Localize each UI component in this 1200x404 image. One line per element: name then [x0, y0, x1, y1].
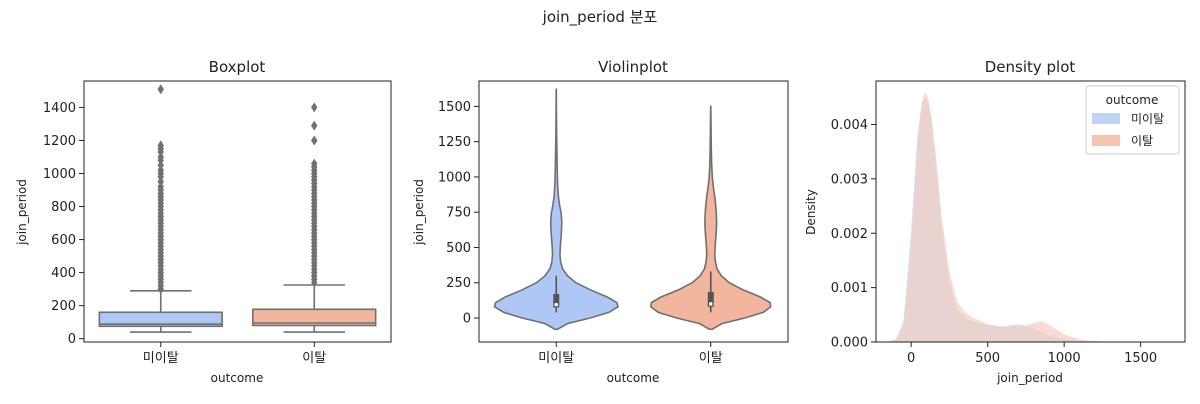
boxplot-panel: Boxplot outcome join_period 0 200 400 600 80… — [15, 58, 392, 385]
boxplot-ytick-label: 1200 — [43, 134, 76, 149]
violinplot-ytick-label: 1500 — [438, 100, 471, 115]
violin-body — [649, 105, 772, 331]
violinplot-ytick-label: 1000 — [438, 170, 471, 185]
density-xtick-label: 1000 — [1048, 351, 1081, 366]
violinplot-panel: Violinplot outcome join_period 0 250 500 75… — [412, 58, 789, 385]
boxplot-outlier — [311, 135, 318, 146]
legend-label-non-churn: 미이탈 — [1131, 112, 1164, 126]
boxplot-ytick-label: 1000 — [43, 167, 76, 182]
density-ytick-label: 0.001 — [831, 281, 868, 296]
density-frame — [875, 80, 1186, 343]
boxplot-ytick-label: 400 — [51, 266, 76, 281]
violinplot-xtick-label: 이탈 — [699, 351, 723, 366]
boxplot-outlier — [311, 120, 318, 131]
density-panel: Density plot join_period Density 0 500 100… — [804, 58, 1186, 385]
boxplot-frame — [83, 80, 392, 343]
boxplot-ytick-label: 800 — [51, 200, 76, 215]
violinplot-ytick-label: 500 — [446, 241, 471, 256]
boxplot-outlier — [157, 84, 164, 95]
legend: outcome 미이탈 이탈 — [1085, 85, 1180, 155]
boxplot-xlabel: outcome — [211, 371, 264, 385]
legend-label-churn: 이탈 — [1131, 134, 1153, 148]
boxplot-title: Boxplot — [209, 58, 266, 76]
density-xtick-label: 1500 — [1124, 351, 1157, 366]
boxplot-box — [98, 311, 223, 328]
violinplot-ytick-label: 750 — [446, 206, 471, 221]
violin-median — [554, 302, 559, 307]
density-ytick-label: 0.004 — [831, 118, 868, 133]
legend-title: outcome — [1106, 93, 1159, 107]
boxplot-ylabel: join_period — [15, 179, 29, 246]
violinplot-title: Violinplot — [598, 58, 668, 76]
boxplot-ytick-label: 1400 — [43, 101, 76, 116]
violinplot-xtick-label: 미이탈 — [538, 351, 574, 366]
boxplot-ytick-label: 200 — [51, 299, 76, 314]
violin-median — [708, 302, 713, 306]
density-area-churn — [888, 91, 1111, 342]
boxplot-outlier — [311, 102, 318, 113]
density-ytick-label: 0.000 — [831, 336, 868, 351]
density-title: Density plot — [985, 58, 1076, 76]
violin-body — [493, 88, 619, 331]
boxplot-box — [252, 308, 377, 327]
boxplot-xtick-label: 이탈 — [302, 351, 326, 366]
violin-iqr-box — [553, 294, 560, 308]
boxplot-ytick-label: 600 — [51, 233, 76, 248]
figure-title: join_period 분포 — [542, 8, 658, 27]
boxplot-outlier — [311, 158, 318, 169]
legend-swatch-non-churn — [1092, 113, 1120, 124]
density-xtick-label: 500 — [975, 351, 1000, 366]
legend-swatch-churn — [1092, 135, 1120, 146]
density-ytick-label: 0.002 — [831, 227, 868, 242]
violinplot-ylabel: join_period — [412, 179, 426, 246]
violin-iqr-box — [707, 291, 714, 307]
boxplot-outlier — [157, 140, 164, 151]
violinplot-ytick-label: 0 — [463, 312, 471, 327]
violinplot-ytick-label: 250 — [446, 276, 471, 291]
density-ylabel: Density — [804, 189, 818, 235]
density-xlabel: join_period — [996, 371, 1063, 385]
density-xtick-label: 0 — [907, 351, 915, 366]
violinplot-xlabel: outcome — [607, 371, 660, 385]
violinplot-frame — [478, 80, 789, 343]
density-ytick-label: 0.003 — [831, 172, 868, 187]
violinplot-ytick-label: 1250 — [438, 135, 471, 150]
boxplot-xtick-label: 미이탈 — [143, 351, 179, 366]
boxplot-ytick-label: 0 — [68, 332, 76, 347]
